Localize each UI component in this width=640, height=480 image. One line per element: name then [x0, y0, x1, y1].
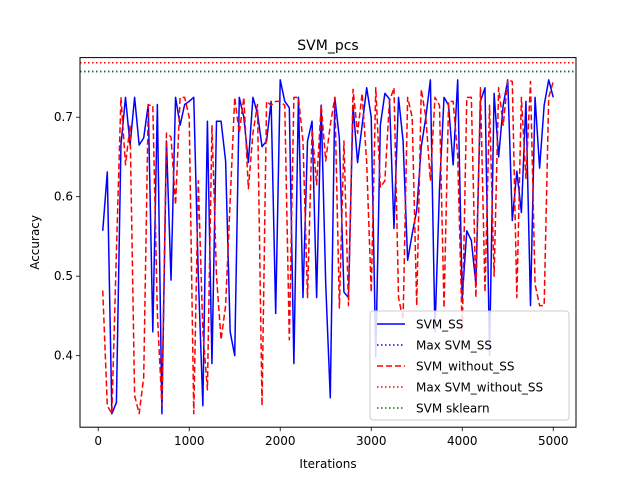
series-layer: [80, 62, 576, 415]
legend-label-svm-without-ss: SVM_without_SS: [416, 360, 515, 374]
legend: SVM_SS Max SVM_SS SVM_without_SS Max SVM_wi…: [369, 310, 570, 421]
x-axis-title: Iterations: [299, 457, 356, 471]
y-axis-title: Accuracy: [28, 215, 42, 270]
y-tick-label: 0.5: [54, 269, 73, 283]
series-line-svm-without-ss: [102, 79, 554, 415]
x-tick-label: 5000: [538, 434, 569, 448]
y-axis: 0.4 0.5 0.6 0.7: [54, 110, 80, 363]
x-axis: 0 1000 2000 3000 4000 5000: [94, 427, 569, 448]
x-tick-label: 2000: [265, 434, 296, 448]
legend-label-svm-ss: SVM_SS: [416, 318, 463, 332]
x-tick-label: 4000: [447, 434, 478, 448]
y-tick-label: 0.4: [54, 349, 73, 363]
legend-label-max-svm-without-ss: Max SVM_without_SS: [416, 381, 543, 395]
legend-label-svm-sklearn: SVM sklearn: [416, 402, 490, 416]
legend-label-max-svm-ss: Max SVM_SS: [416, 339, 492, 353]
chart-title: SVM_pcs: [297, 38, 358, 54]
x-tick-label: 0: [94, 434, 102, 448]
x-tick-label: 3000: [356, 434, 387, 448]
y-tick-label: 0.6: [54, 190, 73, 204]
legend-box: [369, 310, 570, 421]
legend-entries: SVM_SS Max SVM_SS SVM_without_SS Max SVM_wi…: [377, 318, 543, 416]
x-tick-label: 1000: [174, 434, 205, 448]
plot-frame: [79, 57, 577, 428]
y-tick-label: 0.7: [54, 110, 73, 124]
